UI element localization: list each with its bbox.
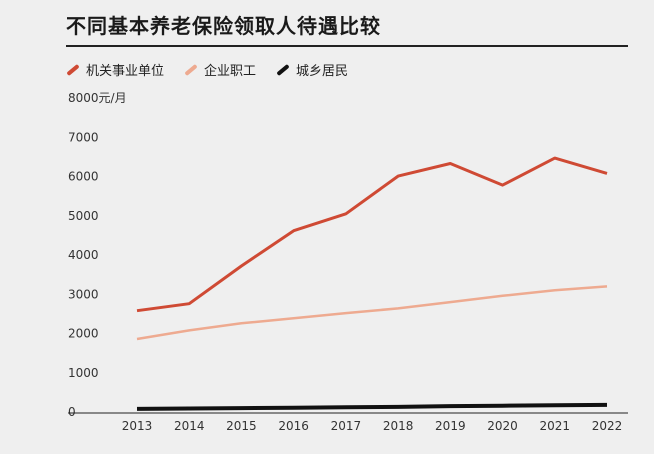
- y-tick-label: 8000元/月: [68, 91, 127, 105]
- series-line: [136, 402, 608, 411]
- legend: 机关事业单位 企业职工 城乡居民: [66, 60, 348, 79]
- y-tick-label: 1000: [68, 366, 99, 380]
- series-line: [136, 156, 608, 313]
- y-tick-label: 0: [68, 405, 76, 419]
- legend-item-enterprise: 企业职工: [184, 60, 256, 79]
- legend-item-institution: 机关事业单位: [66, 60, 164, 79]
- x-tick-label: 2022: [592, 419, 623, 433]
- y-tick-label: 4000: [68, 248, 99, 262]
- y-tick-label: 3000: [68, 287, 99, 301]
- series-line: [136, 285, 608, 341]
- x-tick-label: 2018: [383, 419, 414, 433]
- x-tick-label: 2015: [226, 419, 257, 433]
- x-tick-label: 2014: [174, 419, 205, 433]
- legend-label-enterprise: 企业职工: [204, 64, 257, 79]
- x-tick-label: 2021: [540, 419, 571, 433]
- x-tick-label: 2013: [122, 419, 153, 433]
- x-tick-label: 2019: [435, 419, 466, 433]
- legend-label-resident: 城乡居民: [296, 64, 349, 79]
- title-divider: [66, 45, 628, 47]
- chart-title: 不同基本养老保险领取人待遇比较: [66, 14, 381, 38]
- y-tick-label: 6000: [68, 170, 99, 184]
- y-tick-label: 5000: [68, 209, 99, 223]
- legend-label-institution: 机关事业单位: [86, 64, 165, 79]
- legend-item-resident: 城乡居民: [276, 60, 348, 79]
- x-tick-label: 2017: [331, 419, 362, 433]
- y-tick-label: 2000: [68, 327, 99, 341]
- y-tick-label: 7000: [68, 130, 99, 144]
- x-tick-label: 2016: [278, 419, 309, 433]
- x-tick-label: 2020: [487, 419, 518, 433]
